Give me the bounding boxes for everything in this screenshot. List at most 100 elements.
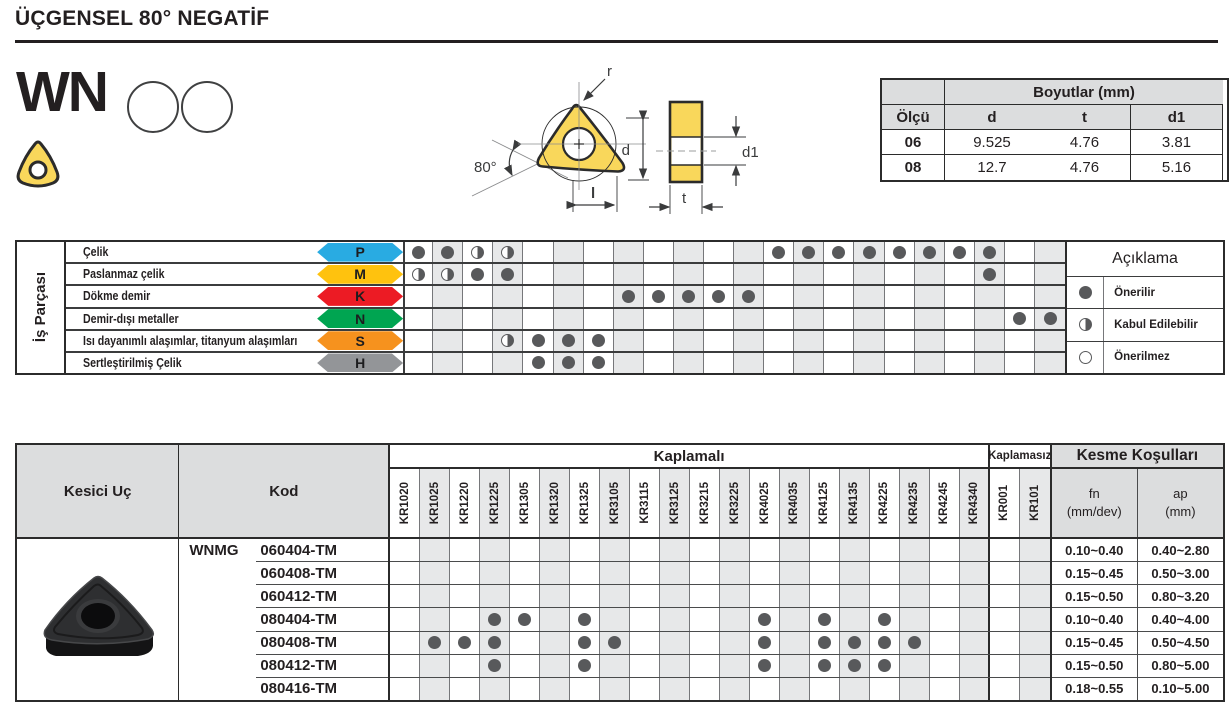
grade-header-label: KR001: [998, 485, 1011, 521]
material-name-text: Paslanmaz çelik: [83, 267, 165, 282]
grade-header-label: KR3125: [668, 481, 681, 525]
insert-grade-row: [390, 608, 1050, 632]
grade-cell: [613, 308, 644, 329]
grade-cell: [974, 286, 1005, 307]
full-dot: [758, 612, 772, 626]
grade-cell: [780, 562, 810, 585]
grade-cell: [1019, 585, 1050, 608]
grade-cell: [480, 585, 511, 608]
dims-t-cell: 4.76: [1039, 130, 1131, 155]
grade-cell: [403, 286, 434, 307]
grade-cell: [704, 264, 735, 285]
full-dot: [501, 267, 515, 281]
grade-header-label: KR3225: [728, 481, 741, 525]
grade-cell: [990, 562, 1020, 585]
grade-cell: [1019, 631, 1050, 654]
grade-cell: [570, 562, 601, 585]
grade-cell: [450, 585, 481, 608]
grade-cell: [510, 677, 541, 700]
grade-cell: [959, 562, 990, 585]
grade-header-cell: KR1325: [570, 469, 601, 537]
full-dot: [488, 636, 502, 650]
dim-label-t: t: [682, 190, 687, 207]
full-dot: [651, 289, 665, 303]
grade-cell: [570, 654, 601, 677]
grade-cell: [974, 308, 1005, 329]
full-dot: [591, 334, 605, 348]
grade-header-label: KR4340: [967, 481, 980, 525]
material-row: Dökme demir K: [66, 286, 1066, 309]
grade-cell: [839, 654, 870, 677]
grade-cell: [403, 308, 434, 329]
grade-cell: [839, 631, 870, 654]
grade-cell: [600, 539, 631, 562]
grade-cell: [600, 677, 631, 700]
grade-cell: [540, 677, 571, 700]
grade-cell: [750, 677, 780, 700]
grade-cell: [690, 608, 721, 631]
material-grade-grid: [403, 264, 1066, 285]
legend: Açıklama Önerilir Kabul Edilebilir Önerilm…: [1065, 242, 1223, 373]
code-column-header: Kod: [179, 445, 389, 539]
grade-cell: [420, 585, 451, 608]
grade-cell: [824, 352, 855, 374]
grade-cell: [584, 330, 614, 351]
full-dot: [817, 612, 831, 626]
grade-cell: [764, 330, 795, 351]
material-name-text: Sertleştirilmiş Çelik: [83, 355, 182, 370]
full-dot: [591, 356, 605, 370]
grade-cell: [420, 631, 451, 654]
grade-cell: [930, 631, 960, 654]
dims-size-cell: 06: [882, 130, 945, 155]
grade-header-label: KR101: [1028, 485, 1041, 521]
grade-cell: [720, 539, 751, 562]
grade-header-label: KR1325: [578, 481, 591, 525]
grade-cell: [794, 308, 825, 329]
grade-cell: [690, 631, 721, 654]
grade-cell: [1035, 330, 1066, 351]
legend-label: Kabul Edilebilir: [1114, 318, 1198, 331]
grade-cell: [1035, 308, 1066, 329]
grade-cell: [930, 562, 960, 585]
grade-cell: [600, 562, 631, 585]
grade-cell: [690, 539, 721, 562]
material-row: Çelik P: [66, 242, 1066, 265]
grade-cell: [1035, 264, 1066, 285]
grade-cell: [810, 539, 840, 562]
grade-cell: [433, 264, 464, 285]
material-class-cell: K: [317, 286, 404, 306]
dims-d1-cell: 5.16: [1131, 155, 1223, 180]
grade-cell: [930, 677, 960, 700]
grade-cell: [945, 286, 975, 307]
cutting-condition-row: 0.10~0.40 0.40~4.00: [1051, 608, 1223, 632]
dims-corner-empty: [882, 80, 945, 105]
full-dot: [892, 245, 906, 259]
grade-cell: [660, 608, 691, 631]
grade-header-cell: KR3225: [720, 469, 751, 537]
grade-cell: [480, 562, 511, 585]
product-code: WN: [16, 60, 109, 124]
insert-shape-icon: [16, 140, 60, 188]
grade-cell: [553, 352, 584, 374]
insert-code: 060412-TM: [256, 585, 389, 609]
full-dot: [441, 245, 455, 259]
grade-cell: [854, 308, 885, 329]
full-dot: [742, 289, 756, 303]
ap-header: ap (mm): [1137, 469, 1223, 537]
material-class-cell: P: [317, 242, 404, 262]
grade-cell: [1005, 308, 1036, 329]
grade-cell: [390, 631, 421, 654]
grade-cell: [870, 585, 900, 608]
grade-cell: [870, 539, 900, 562]
grade-cell: [673, 308, 705, 329]
insert-code: 080404-TM: [256, 608, 389, 632]
grade-cell: [673, 352, 705, 374]
insert-column: Kesici Uç: [17, 445, 180, 700]
grade-cell: [403, 264, 434, 285]
full-dot: [832, 245, 846, 259]
grade-cell: [734, 286, 765, 307]
grade-cell: [553, 264, 584, 285]
grade-cell: [673, 330, 705, 351]
material-class-cell: S: [317, 331, 404, 351]
insert-code: 080412-TM: [256, 655, 389, 678]
